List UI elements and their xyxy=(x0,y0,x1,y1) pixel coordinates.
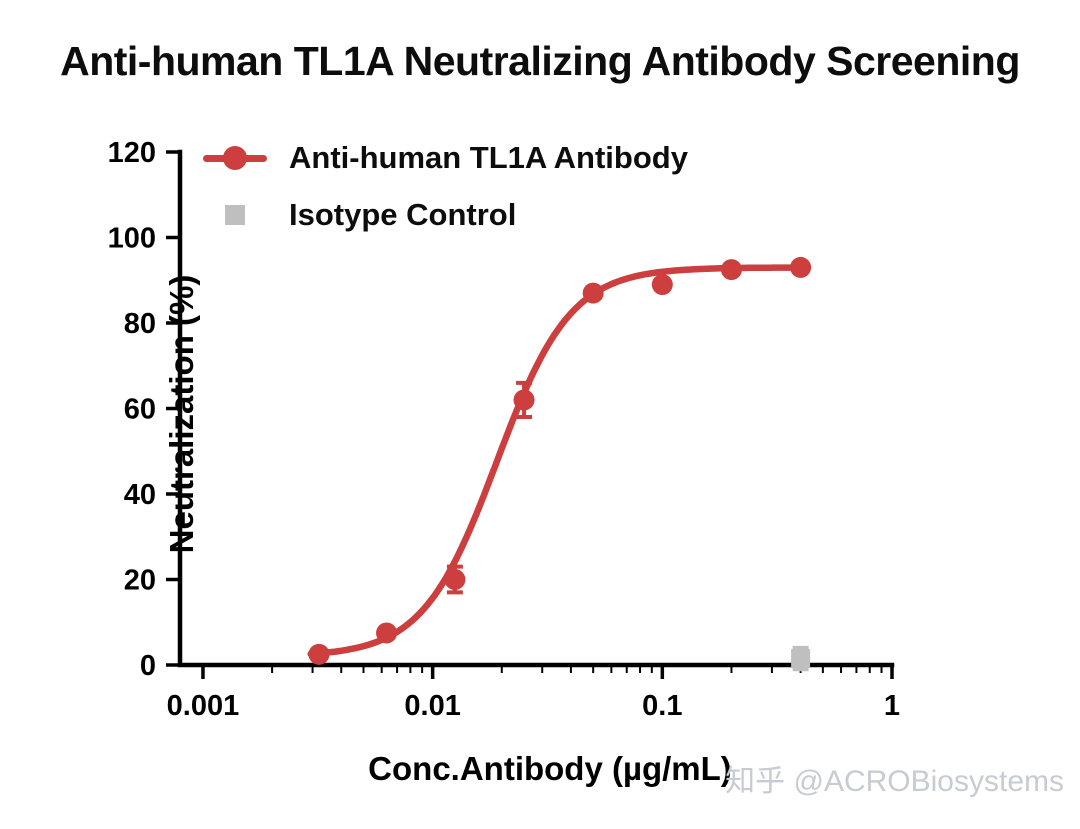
x-axis-label: Conc.Antibody (µg/mL) xyxy=(368,750,732,787)
x-tick-label: 0.01 xyxy=(404,690,460,722)
red-circle-marker-icon xyxy=(223,146,247,170)
y-tick-label: 120 xyxy=(108,137,156,169)
y-tick-label: 0 xyxy=(140,650,156,682)
data-point xyxy=(376,622,398,644)
x-tick-label: 0.1 xyxy=(642,690,682,722)
legend-item-isotype: Isotype Control xyxy=(203,193,688,237)
y-tick-label: 60 xyxy=(124,394,156,426)
x-tick-label: 0.001 xyxy=(167,690,240,722)
data-point xyxy=(651,274,673,296)
data-point xyxy=(308,643,330,665)
y-tick-label: 40 xyxy=(124,479,156,511)
data-point xyxy=(720,259,742,281)
y-tick-label: 80 xyxy=(124,308,156,340)
data-point xyxy=(582,282,604,304)
data-point xyxy=(791,649,811,669)
gray-square-marker-icon xyxy=(225,205,245,225)
page-title: Anti-human TL1A Neutralizing Antibody Sc… xyxy=(60,38,1020,84)
legend: Anti-human TL1A Antibody Isotype Control xyxy=(203,136,688,237)
red-line-circle-marker-icon xyxy=(203,146,267,170)
fit-curve xyxy=(307,264,809,658)
y-axis-label: Neutralization (%) xyxy=(163,274,200,554)
y-tick-label: 20 xyxy=(124,565,156,597)
data-point xyxy=(444,569,466,590)
data-point xyxy=(790,256,812,278)
legend-label-antibody: Anti-human TL1A Antibody xyxy=(289,140,688,175)
legend-label-isotype: Isotype Control xyxy=(289,197,517,232)
y-tick-label: 100 xyxy=(108,223,156,255)
legend-item-antibody: Anti-human TL1A Antibody xyxy=(203,136,688,180)
data-point xyxy=(513,389,535,411)
watermark: 知乎 @ACROBiosystems xyxy=(725,765,1064,798)
x-tick-label: 1 xyxy=(884,690,900,722)
